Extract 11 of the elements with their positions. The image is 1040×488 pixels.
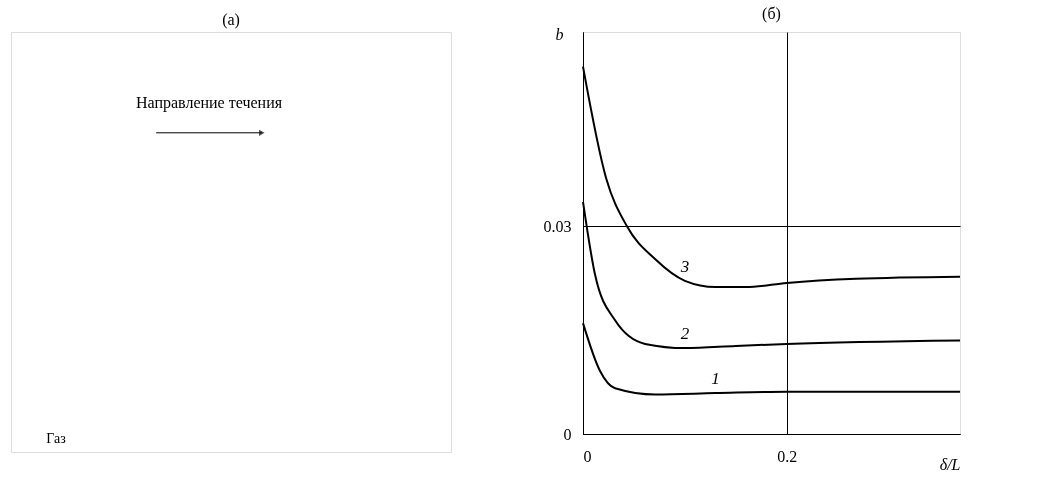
x-tick-label: 0.2 [777, 447, 798, 465]
y-axis-title: b [555, 25, 564, 43]
text: Газ [46, 431, 67, 447]
chart-title: (б) [762, 5, 781, 23]
series-label: 3 [679, 256, 690, 276]
text: (a) [222, 11, 240, 29]
y-tick-label: 0.03 [543, 217, 572, 235]
text: Направление течения [135, 94, 283, 113]
series-label: 1 [711, 369, 720, 389]
x-axis-title: δ/L [939, 455, 961, 473]
series-label: 2 [680, 324, 690, 344]
